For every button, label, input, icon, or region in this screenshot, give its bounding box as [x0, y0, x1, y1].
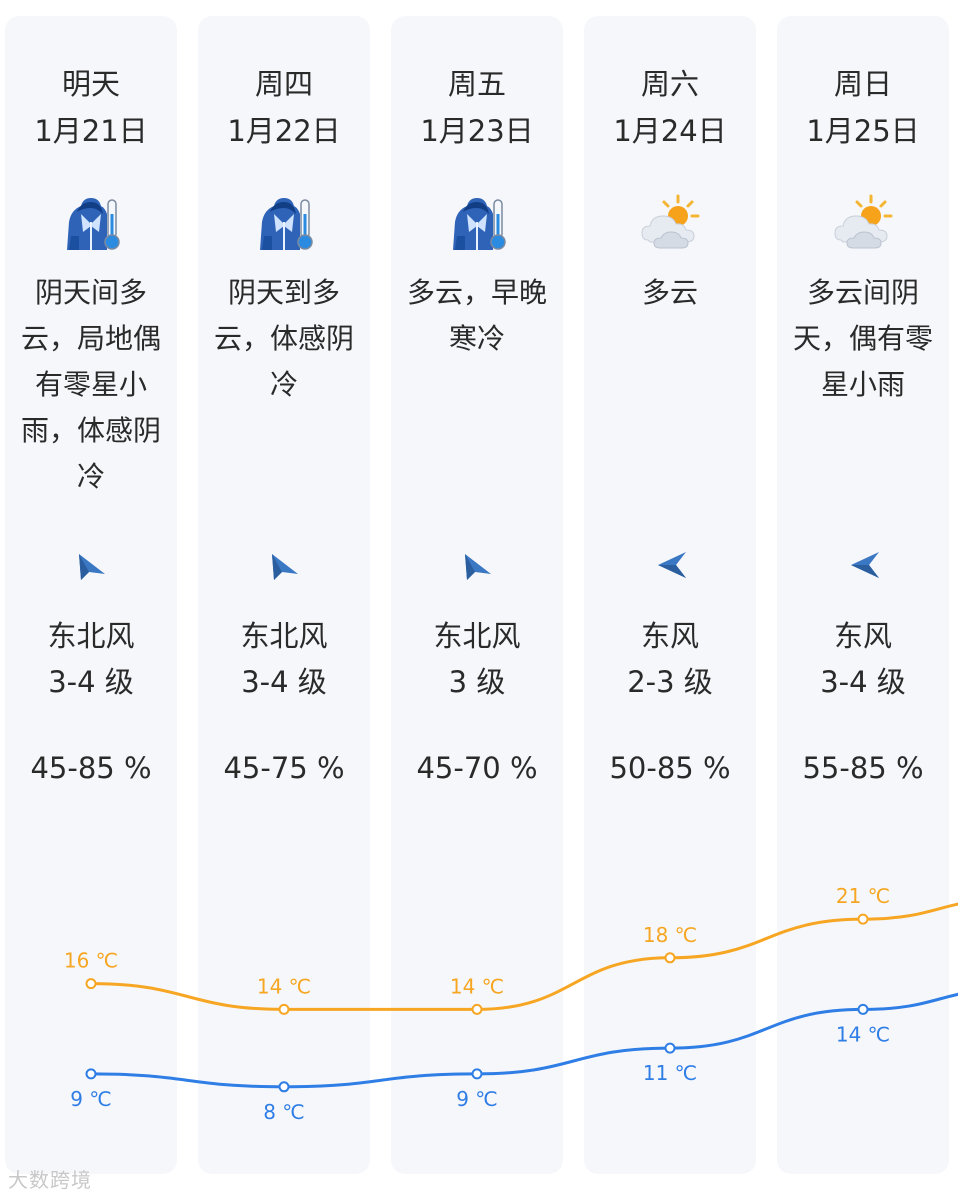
forecast-day-card: 周六 1月24日 多云 东风 2-3 级 50-85 % [584, 16, 756, 1174]
date-label: 1月24日 [613, 114, 727, 148]
wind-level: 3-4 级 [241, 665, 327, 699]
humidity-range: 45-85 % [30, 751, 152, 785]
partly-cloudy-icon [831, 192, 895, 256]
forecast-day-card: 周四 1月22日 阴天到多云，体感阴冷 东北风 3-4 级 45-75 % [198, 16, 370, 1174]
wind-direction: 东北风 [433, 619, 521, 653]
wind-direction: 东风 [640, 619, 699, 653]
weekday-label: 周五 [447, 67, 506, 101]
weekday-label: 周日 [833, 67, 892, 101]
date-label: 1月21日 [34, 114, 148, 148]
cold-jacket-thermometer-icon [59, 192, 123, 256]
cold-jacket-thermometer-icon [445, 192, 509, 256]
wind-level: 3 级 [448, 665, 506, 699]
weather-description: 阴天到多云，体感阴冷 [213, 276, 354, 401]
weather-description: 多云，早晚寒冷 [406, 276, 547, 355]
humidity-range: 45-70 % [416, 751, 538, 785]
forecast-day-card: 周五 1月23日 多云，早晚寒冷 东北风 3 级 45-70 % [391, 16, 563, 1174]
wind-direction: 东风 [833, 619, 892, 653]
cold-jacket-thermometer-icon [252, 192, 316, 256]
date-label: 1月25日 [806, 114, 920, 148]
forecast-day-card: 明天 1月21日 阴天间多云，局地偶有零星小雨，体感阴冷 东北风 3-4 级 4… [5, 16, 177, 1174]
date-label: 1月23日 [420, 114, 534, 148]
wind-arrow-northeast-icon [461, 548, 495, 582]
wind-direction: 东北风 [240, 619, 328, 653]
wind-level: 2-3 级 [627, 665, 713, 699]
wind-arrow-northeast-icon [75, 548, 109, 582]
humidity-range: 45-75 % [223, 751, 345, 785]
weekday-label: 明天 [61, 67, 120, 101]
watermark: 大数跨境 [8, 1168, 92, 1192]
partly-cloudy-icon [638, 192, 702, 256]
weekday-label: 周六 [640, 67, 699, 101]
weekday-label: 周四 [254, 67, 313, 101]
humidity-range: 50-85 % [609, 751, 731, 785]
wind-arrow-east-icon [654, 548, 688, 582]
wind-arrow-east-icon [847, 548, 881, 582]
wind-level: 3-4 级 [820, 665, 906, 699]
humidity-range: 55-85 % [802, 751, 924, 785]
weather-description: 阴天间多云，局地偶有零星小雨，体感阴冷 [20, 276, 161, 493]
forecast-day-card: 周日 1月25日 多云间阴天，偶有零星小雨 东风 3-4 级 55-85 % [777, 16, 949, 1174]
wind-level: 3-4 级 [48, 665, 134, 699]
wind-arrow-northeast-icon [268, 548, 302, 582]
weather-description: 多云 [641, 276, 698, 309]
weather-description: 多云间阴天，偶有零星小雨 [792, 276, 933, 401]
wind-direction: 东北风 [47, 619, 135, 653]
date-label: 1月22日 [227, 114, 341, 148]
